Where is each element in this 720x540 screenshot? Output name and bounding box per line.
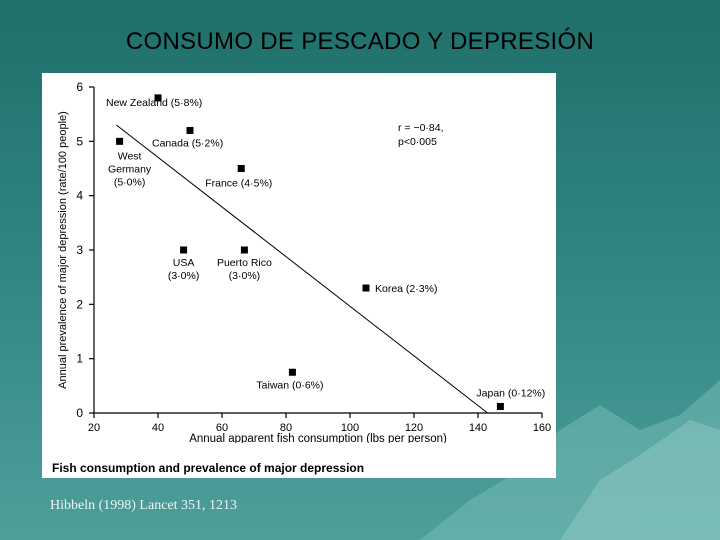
- x-ticks: 20 40 60 80 100 120 140 160: [88, 413, 551, 434]
- data-point-marker: [186, 126, 194, 134]
- y-tick-label: 6: [76, 80, 83, 94]
- data-point-label-line: Germany: [108, 163, 152, 175]
- annotation-line: r = −0·84,: [398, 122, 444, 134]
- y-tick-label: 5: [76, 134, 83, 148]
- x-tick-label: 140: [469, 422, 487, 434]
- slide-title: CONSUMO DE PESCADO Y DEPRESIÓN: [125, 28, 595, 55]
- data-point-marker: [116, 137, 124, 145]
- x-tick-label: 100: [341, 422, 359, 434]
- x-tick-label: 80: [280, 422, 292, 434]
- x-tick-label: 120: [405, 422, 423, 434]
- data-point-label-line: (3·0%): [168, 270, 200, 282]
- data-point-label: Taiwan (0·6%): [256, 379, 323, 391]
- data-point-marker: [496, 402, 504, 410]
- data-point-marker: [362, 284, 370, 292]
- y-tick-label: 4: [76, 189, 83, 203]
- data-point-label-line: (3·0%): [229, 270, 261, 282]
- data-point-label-line: USA: [173, 257, 195, 269]
- annotation: r = −0·84, p<0·005: [398, 122, 444, 148]
- ice-shape-decoration: [420, 380, 720, 540]
- y-ticks: 0 1 2 3 4 5 6: [76, 80, 94, 420]
- data-point-marker: [180, 246, 188, 254]
- data-point-marker: [154, 94, 162, 102]
- chart-card: 0 1 2 3 4 5 6 20 40 60 80 100 120 140 160 New Zealand…: [42, 73, 556, 478]
- chart-caption: Fish consumption and prevalence of major…: [52, 461, 365, 475]
- data-point-label-line: (5·0%): [114, 176, 146, 188]
- x-axis-label: Annual apparent fish consumption (lbs pe…: [189, 433, 447, 443]
- x-tick-label: 60: [216, 422, 228, 434]
- trendline-group: [116, 124, 488, 414]
- data-point-label: France (4·5%): [205, 178, 272, 190]
- data-point-marker: [237, 165, 245, 172]
- annotation-line: p<0·005: [398, 136, 437, 148]
- data-point-label: Puerto Rico (3·0%): [217, 257, 272, 282]
- scatter-chart: 0 1 2 3 4 5 6 20 40 60 80 100 120 140 160 New Zealand…: [57, 80, 551, 445]
- data-point-marker: [240, 246, 248, 254]
- data-point-label: Japan (0·12%): [476, 387, 545, 399]
- data-point-label: New Zealand (5·8%): [106, 97, 202, 109]
- y-tick-label: 0: [76, 406, 83, 420]
- data-point-label-line: Puerto Rico: [217, 257, 272, 269]
- data-points: New Zealand (5·8%)Canada (5·2%)West Germa…: [106, 94, 545, 410]
- y-axis-label: Annual prevalence of major depression (r…: [57, 111, 69, 389]
- y-tick-label: 1: [76, 352, 83, 366]
- x-tick-label: 160: [533, 422, 551, 434]
- data-point-label-line: West: [118, 150, 142, 162]
- source-citation: Hibbeln (1998) Lancet 351, 1213: [50, 498, 238, 513]
- data-point-marker: [288, 368, 296, 376]
- y-tick-label: 2: [76, 297, 83, 311]
- data-point-label: Korea (2·3%): [375, 283, 437, 295]
- data-point-label: USA (3·0%): [168, 257, 200, 282]
- x-tick-label: 40: [152, 422, 164, 434]
- data-point-label: Canada (5·2%): [152, 137, 223, 149]
- x-tick-label: 20: [88, 422, 100, 434]
- data-point-label: West Germany (5·0%): [108, 150, 152, 188]
- regression-line: [116, 124, 488, 414]
- chart-axes: [93, 87, 542, 414]
- y-tick-label: 3: [76, 243, 83, 257]
